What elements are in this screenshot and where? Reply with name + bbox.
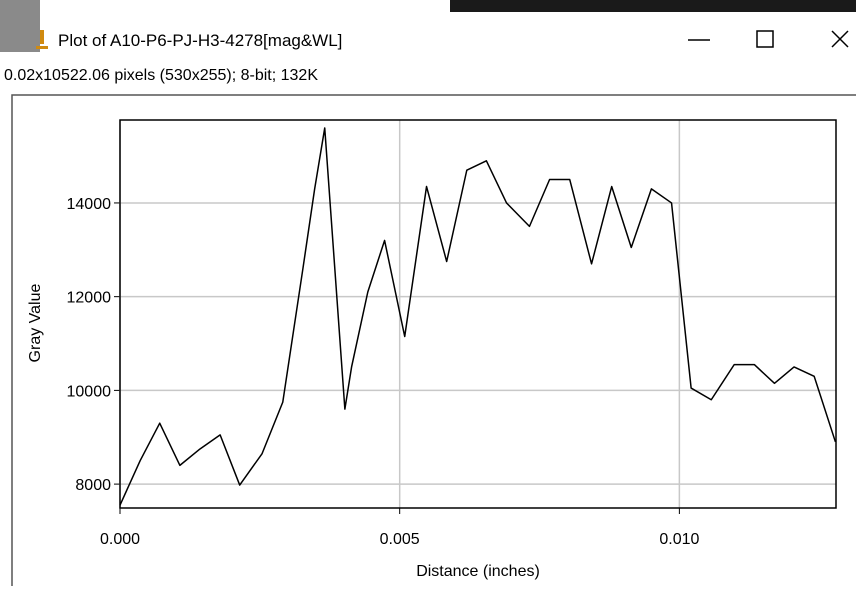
x-tick-label: 0.000	[100, 531, 140, 548]
plot-canvas	[11, 94, 856, 591]
x-tick-label: 0.005	[380, 531, 420, 548]
desktop-background	[450, 0, 856, 12]
window-title: Plot of A10-P6-PJ-H3-4278[mag&WL]	[58, 31, 342, 50]
app-icon	[36, 30, 48, 49]
x-tick-label: 0.010	[659, 531, 699, 548]
image-info: 0.02x10522.06 pixels (530x255); 8-bit; 1…	[4, 67, 318, 84]
y-tick-label: 14000	[67, 196, 112, 213]
y-tick-label: 12000	[67, 290, 112, 307]
maximize-button[interactable]	[756, 30, 774, 48]
x-axis-label: Distance (inches)	[416, 563, 540, 580]
close-button[interactable]	[831, 30, 849, 48]
data-line	[119, 127, 837, 506]
y-tick-label: 10000	[67, 383, 112, 400]
plot-frame	[119, 119, 837, 509]
y-tick-label: 8000	[75, 477, 111, 494]
y-axis-label: Gray Value	[27, 283, 44, 362]
desktop-background	[0, 0, 40, 52]
